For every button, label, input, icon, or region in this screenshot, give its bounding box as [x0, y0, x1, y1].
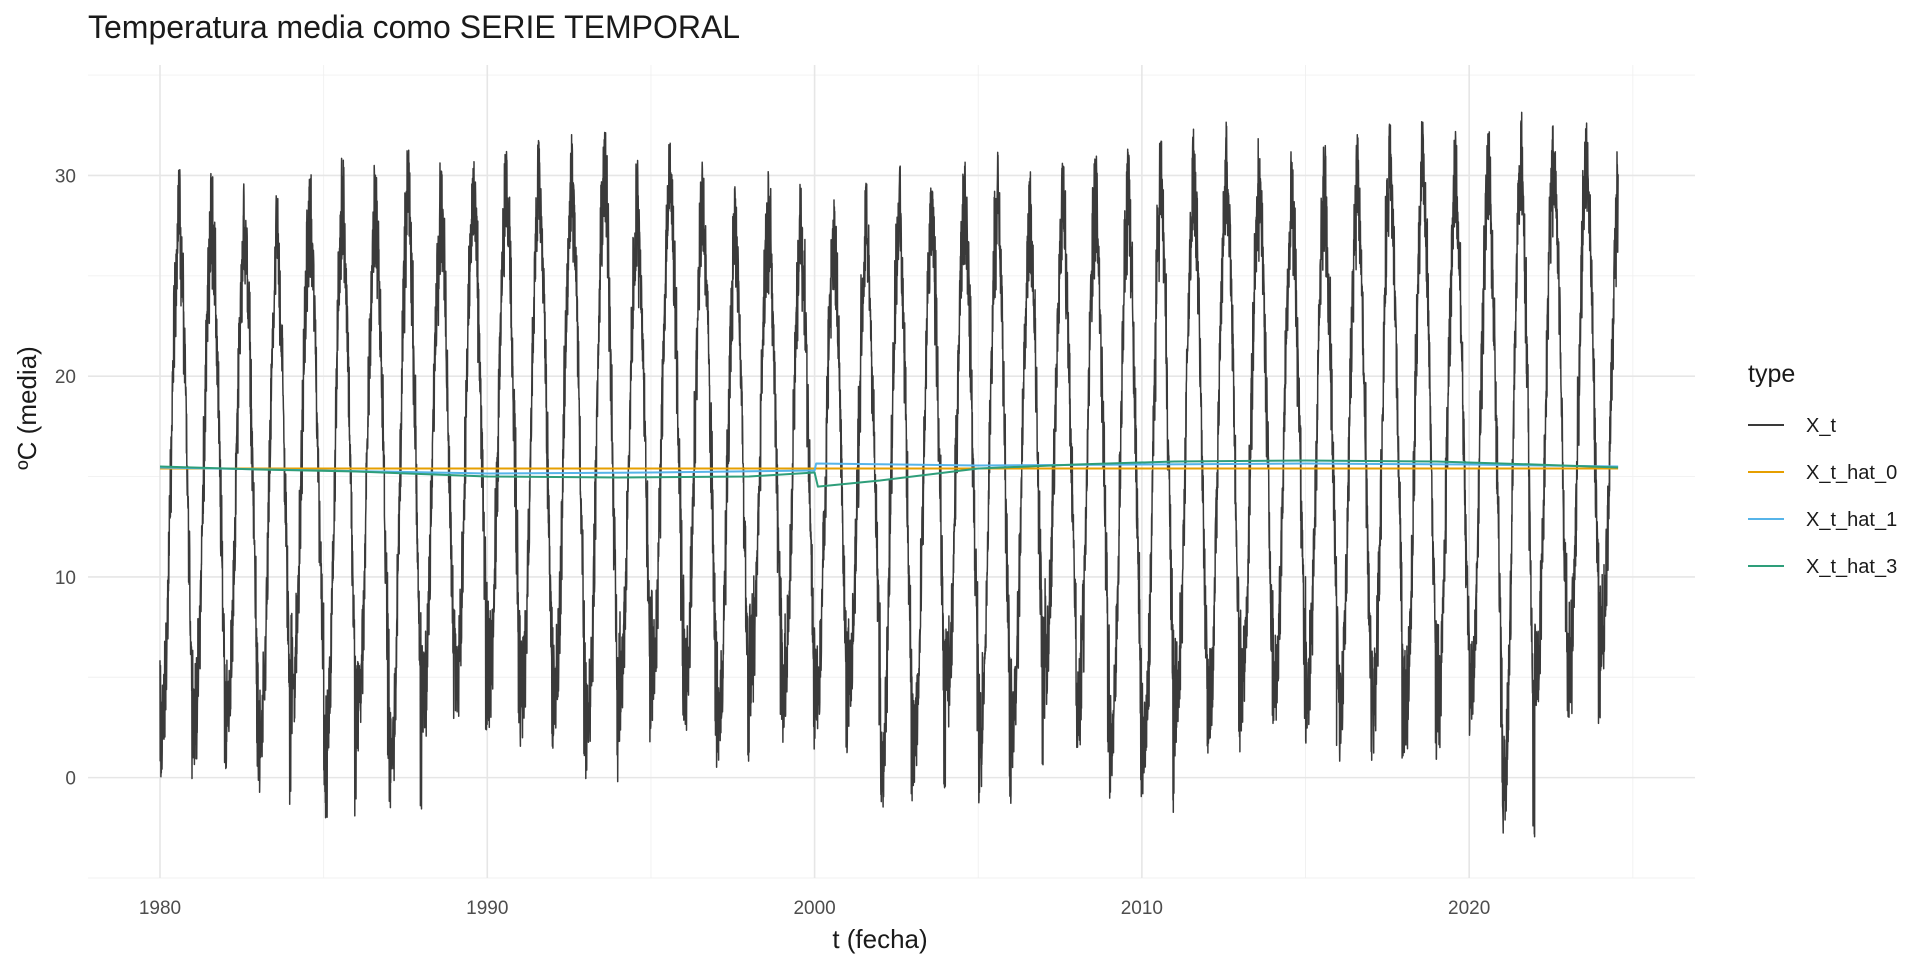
legend: type X_t X_t_hat_0 X_t_hat_1 X_t_hat_3: [1748, 360, 1897, 578]
x-tick-label: 1980: [139, 898, 181, 919]
series-line-x-t-hat-3: [159, 459, 1619, 488]
x-tick-label: 2000: [793, 898, 835, 919]
y-tick-label: 20: [55, 367, 76, 388]
legend-title: type: [1748, 360, 1795, 388]
x-axis-title: t (fecha): [832, 924, 927, 954]
legend-label: X_t: [1806, 415, 1836, 437]
series-layer: [159, 111, 1619, 838]
grid: [88, 65, 1695, 879]
x-tick-label: 2020: [1448, 898, 1490, 919]
y-tick-label: 30: [55, 166, 76, 187]
y-tick-label: 10: [55, 568, 76, 589]
y-axis-title: ºC (media): [12, 346, 42, 470]
legend-label: X_t_hat_3: [1806, 556, 1897, 578]
legend-item: X_t_hat_3: [1748, 556, 1897, 578]
legend-item: X_t_hat_1: [1748, 509, 1897, 531]
legend-item: X_t: [1748, 415, 1836, 437]
x-tick-label: 1990: [466, 898, 508, 919]
chart-title: Temperatura media como SERIE TEMPORAL: [88, 9, 740, 45]
legend-label: X_t_hat_0: [1806, 462, 1897, 484]
axes: Temperatura media como SERIE TEMPORAL t …: [12, 9, 1490, 954]
y-tick-label: 0: [65, 769, 76, 790]
series-line-x-t-hat-1: [159, 462, 1619, 475]
series-line-x-t: [159, 111, 1619, 838]
x-tick-label: 2010: [1121, 898, 1163, 919]
legend-item: X_t_hat_0: [1748, 462, 1897, 484]
legend-label: X_t_hat_1: [1806, 509, 1897, 531]
